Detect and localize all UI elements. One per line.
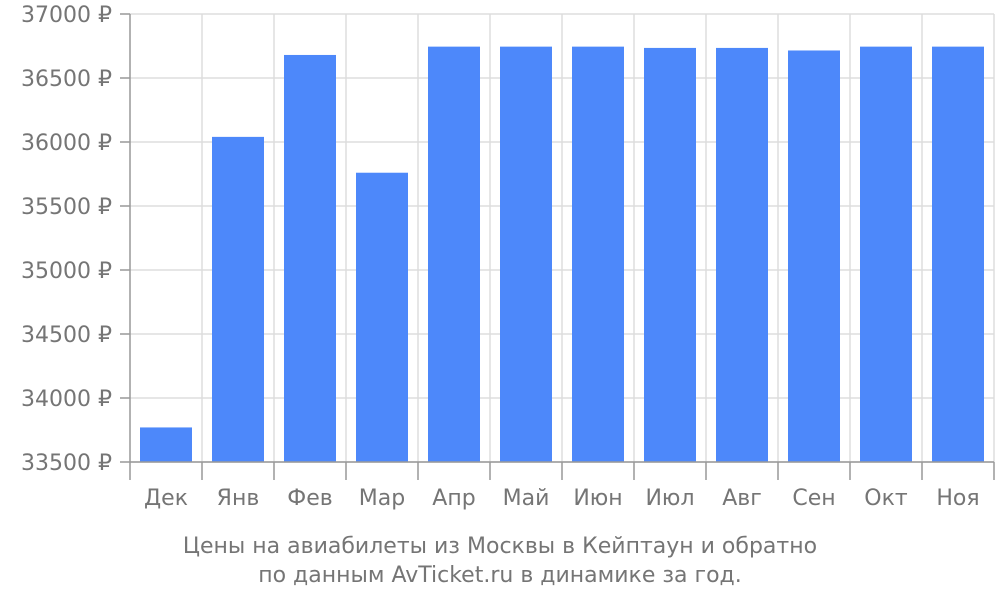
bar [644, 47, 696, 463]
y-tick-label: 34500 ₽ [21, 323, 112, 348]
y-tick-label: 34000 ₽ [21, 387, 112, 412]
x-tick-label: Янв [217, 486, 260, 511]
chart-caption-line-2: по данным AvTicket.ru в динамике за год. [258, 563, 742, 588]
bar [860, 46, 912, 462]
x-tick-label: Мар [359, 486, 405, 511]
bar [212, 136, 264, 462]
bar [284, 54, 336, 463]
x-tick-label: Июн [573, 486, 622, 511]
y-tick-label: 37000 ₽ [21, 3, 112, 28]
y-tick-label: 36500 ₽ [21, 67, 112, 92]
x-tick-label: Май [503, 486, 550, 511]
bar [932, 46, 984, 462]
x-tick-label: Фев [287, 486, 332, 511]
bar [788, 50, 840, 462]
bar [500, 46, 552, 462]
bar [356, 172, 408, 462]
x-tick-label: Апр [432, 486, 475, 511]
bar-chart: 33500 ₽ 34000 ₽ 34500 ₽ 35000 ₽ 35500 ₽ 36000… [21, 3, 995, 511]
bar [572, 46, 624, 462]
y-tick-label: 33500 ₽ [21, 451, 112, 476]
x-tick-label: Окт [864, 486, 908, 511]
chart-caption-line-1: Цены на авиабилеты из Москвы в Кейптаун … [182, 534, 818, 559]
y-tick-label: 35000 ₽ [21, 259, 112, 284]
bar [140, 427, 192, 462]
bar [428, 46, 480, 462]
x-tick-label: Ноя [936, 486, 979, 511]
x-tick-label: Авг [722, 486, 762, 511]
x-tick-label: Сен [792, 486, 835, 511]
x-tick-label: Дек [144, 486, 188, 511]
y-tick-label: 36000 ₽ [21, 131, 112, 156]
bar [716, 47, 768, 463]
x-tick-label: Июл [645, 486, 694, 511]
y-tick-label: 35500 ₽ [21, 195, 112, 220]
